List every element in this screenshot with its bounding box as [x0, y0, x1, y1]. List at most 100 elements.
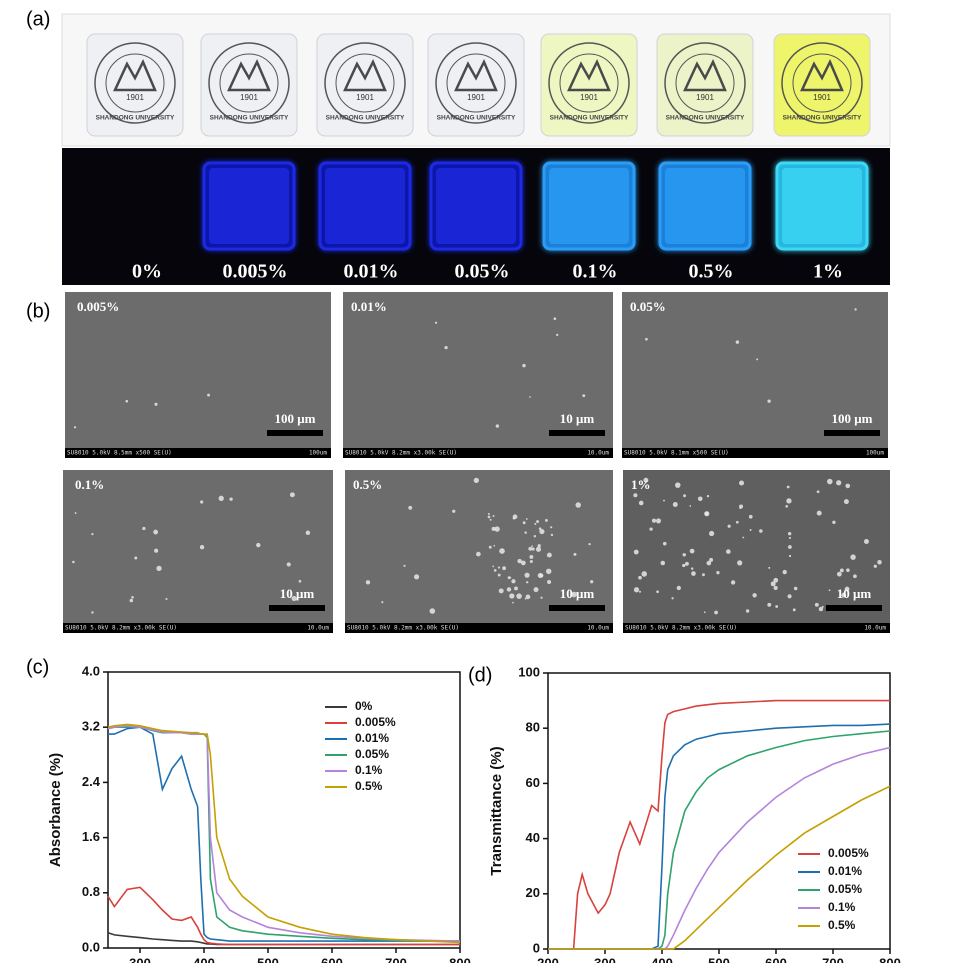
particle: [545, 519, 548, 522]
particle: [660, 560, 666, 566]
particle: [759, 529, 763, 533]
scale-bar: [826, 605, 882, 611]
particle: [691, 571, 696, 576]
logo-ring: [675, 53, 735, 113]
particle: [850, 554, 856, 560]
particle: [571, 591, 577, 598]
particle: [153, 529, 159, 535]
sem-label: 1%: [631, 477, 651, 492]
legend-label: 0.05%: [355, 747, 389, 761]
film: [86, 33, 184, 137]
particle: [550, 533, 554, 537]
y-tick-label: 0.8: [82, 884, 100, 899]
sample-tile: 1901 SHANDONG UNIVERSITY: [656, 33, 754, 251]
uv-film-core: [665, 168, 745, 244]
sem-info: SU8010 5.0kV 8.5mm x500 SE(U): [67, 450, 172, 457]
particle: [590, 580, 594, 584]
logo-ring: [324, 42, 406, 124]
particle: [676, 585, 681, 591]
logo-mountain: [227, 59, 271, 92]
particle: [782, 569, 787, 575]
logo-year: 1901: [126, 93, 144, 102]
particle: [877, 559, 882, 565]
particle: [767, 602, 772, 607]
particle: [522, 363, 526, 368]
particle: [816, 490, 820, 494]
logo-ring: [548, 42, 630, 124]
logo-year: 1901: [580, 93, 598, 102]
particle: [839, 568, 844, 573]
scale-label: 10 μm: [560, 411, 595, 426]
logo-ring: [781, 42, 863, 124]
scale-bar: [549, 430, 605, 436]
particle: [656, 590, 659, 594]
particle: [787, 594, 792, 599]
concentration-label: 0.005%: [223, 261, 288, 283]
particle: [752, 593, 757, 598]
particle: [697, 496, 703, 502]
particle: [529, 396, 531, 398]
particle: [534, 522, 537, 525]
particle: [651, 518, 657, 523]
y-tick-label: 60: [526, 775, 540, 790]
particle: [786, 498, 792, 504]
data-line: [108, 726, 460, 942]
logo-ring: [435, 42, 517, 124]
logo-mountain: [113, 59, 157, 92]
particle: [524, 597, 527, 600]
uv-film-core: [549, 168, 629, 244]
particle: [582, 394, 586, 398]
particle: [514, 586, 518, 591]
sem-label: 0.005%: [77, 299, 119, 314]
particle: [533, 587, 539, 593]
particle: [218, 495, 224, 501]
particle: [498, 588, 504, 594]
particle: [682, 553, 686, 557]
legend-label: 0.01%: [828, 864, 862, 878]
y-axis-label: Transmittance (%): [488, 746, 505, 875]
logo-year: 1901: [356, 93, 374, 102]
scale-bar: [824, 430, 880, 436]
particle: [706, 494, 710, 498]
film: [427, 33, 525, 137]
particle: [289, 492, 295, 498]
sem-info: SU8010 5.0kV 8.2mm x3.00k SE(U): [345, 450, 457, 457]
particle: [529, 559, 533, 563]
particle: [575, 502, 581, 508]
particle: [546, 552, 552, 558]
legend-label: 0.005%: [355, 715, 396, 729]
particle: [684, 561, 689, 566]
particle: [487, 513, 490, 515]
sem-image: SU8010 5.0kV 8.2mm x3.00k SE(U) 10.0um 0.0…: [343, 292, 613, 458]
y-tick-label: 20: [526, 885, 540, 900]
particle: [298, 579, 302, 583]
particle: [529, 555, 534, 559]
particle: [497, 573, 501, 577]
particle: [643, 477, 649, 483]
particle: [689, 505, 692, 507]
concentration-label: 1%: [813, 261, 843, 283]
sem-label: 0.5%: [353, 477, 382, 492]
particle: [573, 552, 577, 556]
sem-image: SU8010 5.0kV 8.2mm x3.00k SE(U) 10.0um 0.1…: [63, 470, 333, 633]
particle: [836, 480, 842, 486]
concentration-label: 0%: [132, 261, 162, 283]
particle: [476, 551, 481, 557]
particle: [434, 321, 438, 324]
particle: [672, 502, 678, 507]
y-axis-label: Absorbance (%): [47, 753, 64, 867]
x-tick-label: 300: [129, 955, 151, 963]
particle: [286, 562, 291, 567]
particle: [74, 512, 77, 514]
logo-text: SHANDONG UNIVERSITY: [550, 115, 629, 122]
logo-ring: [94, 42, 176, 124]
scale-label: 10 μm: [837, 586, 872, 601]
particle: [154, 548, 159, 553]
particle: [547, 579, 552, 585]
particle: [690, 567, 694, 570]
legend-label: 0%: [355, 699, 373, 713]
particle: [739, 480, 745, 486]
particle: [844, 586, 850, 592]
